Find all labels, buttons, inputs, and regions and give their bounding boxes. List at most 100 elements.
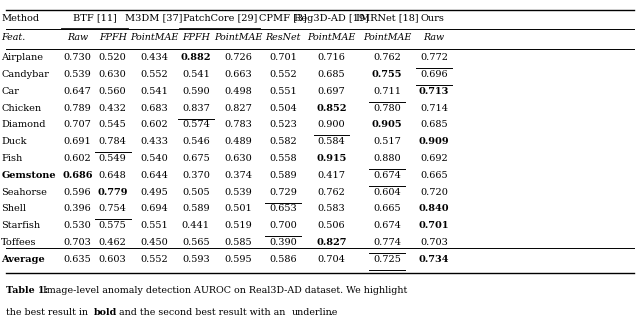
Text: 0.900: 0.900 <box>317 120 346 130</box>
Text: 0.433: 0.433 <box>140 137 168 146</box>
Text: 0.585: 0.585 <box>224 238 252 247</box>
Text: 0.370: 0.370 <box>182 171 210 180</box>
Text: Table 1:: Table 1: <box>6 286 49 295</box>
Text: 0.546: 0.546 <box>182 137 210 146</box>
Text: 0.905: 0.905 <box>372 120 403 130</box>
Text: 0.714: 0.714 <box>420 104 448 113</box>
Text: 0.780: 0.780 <box>373 104 401 113</box>
Text: 0.789: 0.789 <box>63 104 92 113</box>
Text: PointMAE: PointMAE <box>130 33 179 42</box>
Text: 0.540: 0.540 <box>140 154 168 163</box>
Text: 0.726: 0.726 <box>224 53 252 62</box>
Text: 0.716: 0.716 <box>317 53 346 62</box>
Text: 0.434: 0.434 <box>140 53 168 62</box>
Text: FPFH: FPFH <box>182 33 210 42</box>
Text: 0.390: 0.390 <box>269 238 297 247</box>
Text: 0.665: 0.665 <box>420 171 448 180</box>
Text: 0.685: 0.685 <box>420 120 448 130</box>
Text: 0.602: 0.602 <box>63 154 92 163</box>
Text: 0.880: 0.880 <box>373 154 401 163</box>
Text: 0.551: 0.551 <box>269 87 297 96</box>
Text: 0.720: 0.720 <box>420 188 448 197</box>
Text: 0.635: 0.635 <box>63 255 92 264</box>
Text: 0.675: 0.675 <box>182 154 210 163</box>
Text: 0.840: 0.840 <box>419 204 449 214</box>
Text: PointMAE: PointMAE <box>214 33 262 42</box>
Text: 0.685: 0.685 <box>317 70 346 79</box>
Text: ResNet: ResNet <box>265 33 301 42</box>
Text: Raw: Raw <box>423 33 445 42</box>
Text: 0.725: 0.725 <box>373 255 401 264</box>
Text: 0.595: 0.595 <box>224 255 252 264</box>
Text: 0.549: 0.549 <box>99 154 127 163</box>
Text: 0.574: 0.574 <box>182 120 210 130</box>
Text: 0.674: 0.674 <box>373 171 401 180</box>
Text: 0.772: 0.772 <box>420 53 448 62</box>
Text: BTF [11]: BTF [11] <box>74 14 117 23</box>
Text: 0.539: 0.539 <box>63 70 92 79</box>
Text: Shell: Shell <box>1 204 26 214</box>
Text: 0.711: 0.711 <box>373 87 401 96</box>
Text: 0.837: 0.837 <box>182 104 210 113</box>
Text: 0.596: 0.596 <box>63 188 92 197</box>
Text: 0.648: 0.648 <box>99 171 127 180</box>
Text: 0.707: 0.707 <box>63 120 92 130</box>
Text: 0.703: 0.703 <box>420 238 448 247</box>
Text: 0.674: 0.674 <box>373 221 401 230</box>
Text: 0.755: 0.755 <box>372 70 403 79</box>
Text: 0.683: 0.683 <box>140 104 168 113</box>
Text: 0.783: 0.783 <box>224 120 252 130</box>
Text: 0.729: 0.729 <box>269 188 297 197</box>
Text: 0.691: 0.691 <box>63 137 92 146</box>
Text: IMRNet [18]: IMRNet [18] <box>356 14 419 23</box>
Text: 0.552: 0.552 <box>269 70 297 79</box>
Text: bold: bold <box>94 308 117 317</box>
Text: 0.593: 0.593 <box>182 255 210 264</box>
Text: 0.603: 0.603 <box>99 255 127 264</box>
Text: Feat.: Feat. <box>1 33 26 42</box>
Text: 0.396: 0.396 <box>63 204 92 214</box>
Text: 0.647: 0.647 <box>63 87 92 96</box>
Text: and the second best result with an: and the second best result with an <box>116 308 289 317</box>
Text: 0.589: 0.589 <box>182 204 210 214</box>
Text: 0.565: 0.565 <box>182 238 210 247</box>
Text: 0.552: 0.552 <box>140 255 168 264</box>
Text: 0.827: 0.827 <box>316 238 347 247</box>
Text: 0.560: 0.560 <box>99 87 127 96</box>
Text: Candybar: Candybar <box>1 70 49 79</box>
Text: 0.584: 0.584 <box>317 137 346 146</box>
Text: 0.696: 0.696 <box>420 70 448 79</box>
Text: PointMAE: PointMAE <box>307 33 356 42</box>
Text: 0.730: 0.730 <box>63 53 92 62</box>
Text: 0.501: 0.501 <box>224 204 252 214</box>
Text: 0.734: 0.734 <box>419 255 449 264</box>
Text: Gemstone: Gemstone <box>1 171 56 180</box>
Text: 0.520: 0.520 <box>99 53 127 62</box>
Text: 0.697: 0.697 <box>317 87 346 96</box>
Text: Average: Average <box>1 255 45 264</box>
Text: 0.441: 0.441 <box>182 221 210 230</box>
Text: 0.590: 0.590 <box>182 87 210 96</box>
Text: 0.653: 0.653 <box>269 204 297 214</box>
Text: 0.852: 0.852 <box>316 104 347 113</box>
Text: 0.827: 0.827 <box>224 104 252 113</box>
Text: 0.541: 0.541 <box>140 87 168 96</box>
Text: PointMAE: PointMAE <box>363 33 412 42</box>
Text: M3DM [37]: M3DM [37] <box>125 14 183 23</box>
Text: 0.784: 0.784 <box>99 137 127 146</box>
Text: 0.575: 0.575 <box>99 221 127 230</box>
Text: 0.602: 0.602 <box>140 120 168 130</box>
Text: the best result in: the best result in <box>6 308 92 317</box>
Text: 0.665: 0.665 <box>373 204 401 214</box>
Text: 0.498: 0.498 <box>224 87 252 96</box>
Text: Chicken: Chicken <box>1 104 42 113</box>
Text: .: . <box>329 308 332 317</box>
Text: 0.704: 0.704 <box>317 255 346 264</box>
Text: 0.754: 0.754 <box>99 204 127 214</box>
Text: 0.762: 0.762 <box>373 53 401 62</box>
Text: 0.644: 0.644 <box>140 171 168 180</box>
Text: Toffees: Toffees <box>1 238 36 247</box>
Text: 0.583: 0.583 <box>317 204 346 214</box>
Text: Method: Method <box>1 14 40 23</box>
Text: PatchCore [29]: PatchCore [29] <box>183 14 257 23</box>
